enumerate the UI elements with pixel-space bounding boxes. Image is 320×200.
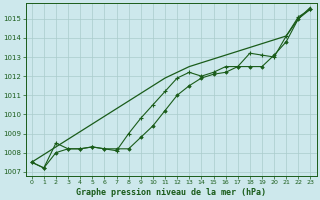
X-axis label: Graphe pression niveau de la mer (hPa): Graphe pression niveau de la mer (hPa): [76, 188, 266, 197]
